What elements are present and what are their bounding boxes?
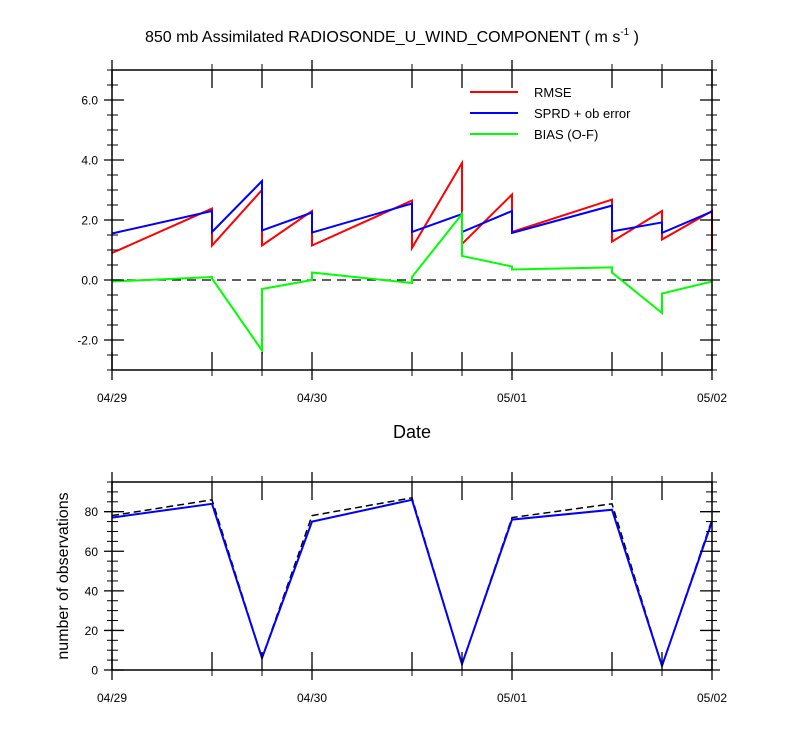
top-x-tick-label: 05/02 (697, 391, 727, 405)
top-y-tick-label: 0.0 (81, 274, 98, 288)
legend-label-2: BIAS (O-F) (534, 127, 598, 142)
chart-title: 850 mb Assimilated RADIOSONDE_U_WIND_COM… (145, 27, 639, 46)
top-series-bias-o-f (111, 211, 713, 354)
top-y-tick-label: 2.0 (81, 214, 98, 228)
bottom-y-axis-label: number of observations (55, 492, 72, 659)
bottom-series-used (111, 498, 713, 670)
bottom-y-tick-label: 60 (85, 545, 99, 559)
bottom-y-tick-label: 20 (85, 624, 99, 638)
bottom-plot: 0 20 40 60 80 04/29 04/30 05/01 05/02 (85, 472, 727, 705)
bottom-plot-frame (111, 481, 713, 671)
top-plot: -2.0 0.0 2.0 4.0 6.0 04/29 04/30 05/01 05/02 RMSE… (77, 60, 727, 405)
bottom-x-tick-label: 05/02 (697, 691, 727, 705)
bottom-series-possible (111, 496, 713, 669)
bottom-x-tick-label: 04/29 (97, 691, 127, 705)
legend-label-0: RMSE (534, 85, 572, 100)
bottom-y-tick-label: 80 (85, 505, 99, 519)
top-x-tick-label: 05/01 (497, 391, 527, 405)
top-series-sprd-ob-error (111, 178, 713, 235)
chart-title-unit-superscript: -1 (620, 27, 629, 38)
top-y-tick-label: -2.0 (77, 334, 98, 348)
bottom-x-tick-label: 04/30 (297, 691, 327, 705)
top-x-axis-label: Date (393, 422, 431, 442)
top-y-tick-label: 4.0 (81, 154, 98, 168)
top-x-tick-label: 04/30 (297, 391, 327, 405)
bottom-x-tick-label: 05/01 (497, 691, 527, 705)
bottom-y-tick-label: 40 (85, 584, 99, 598)
top-y-tick-label: 6.0 (81, 94, 98, 108)
bottom-y-tick-label: 0 (91, 664, 98, 678)
top-x-tick-label: 04/29 (97, 391, 127, 405)
legend-label-1: SPRD + ob error (534, 106, 631, 121)
